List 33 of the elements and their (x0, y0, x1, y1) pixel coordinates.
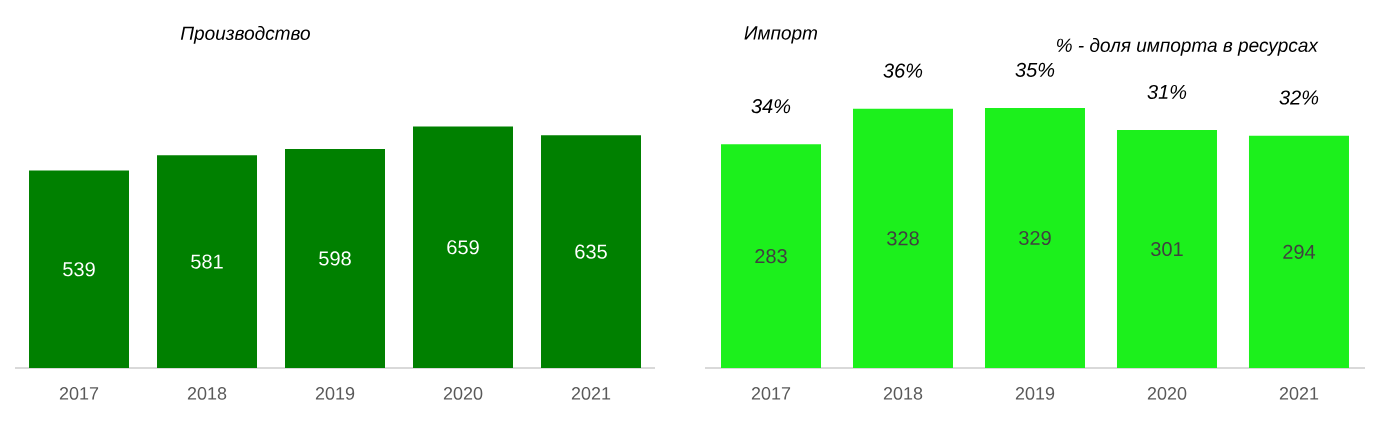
bar (413, 126, 513, 368)
x-tick-label: 2018 (883, 387, 923, 400)
annotation: 31% (1147, 84, 1187, 100)
x-tick-label: 2017 (751, 387, 791, 400)
data-label: 294 (1283, 244, 1316, 259)
bar (285, 148, 385, 368)
x-tick-label: 2021 (1279, 387, 1319, 400)
bar (541, 135, 641, 368)
data-label: 539 (63, 262, 95, 277)
x-tick-label: 2019 (1015, 387, 1055, 400)
chart-title: Производство (180, 26, 310, 44)
x-tick-label: 2020 (443, 387, 483, 400)
x-tick-label: 2018 (187, 387, 227, 400)
annotation: 36% (883, 63, 923, 78)
annotation: 34% (751, 99, 791, 114)
data-label: 598 (319, 251, 351, 266)
chart-title: Импорт (744, 26, 818, 44)
data-label: 328 (887, 231, 919, 246)
x-tick-label: 2017 (59, 387, 99, 400)
data-label: 283 (755, 249, 787, 264)
data-label: 635 (575, 244, 607, 259)
bar (29, 170, 130, 368)
data-label: 329 (1019, 230, 1051, 246)
data-label: 301 (1151, 241, 1183, 257)
chart-subtitle: % - доля импорта в ресурсах (1057, 38, 1319, 56)
x-tick-label: 2020 (1147, 387, 1187, 400)
annotation: 32% (1279, 90, 1319, 105)
x-tick-label: 2021 (571, 387, 611, 400)
x-tick-label: 2019 (315, 387, 355, 400)
annotation: 35% (1015, 62, 1055, 77)
data-label: 581 (191, 254, 223, 269)
bar (157, 155, 258, 368)
data-label: 659 (447, 240, 479, 255)
